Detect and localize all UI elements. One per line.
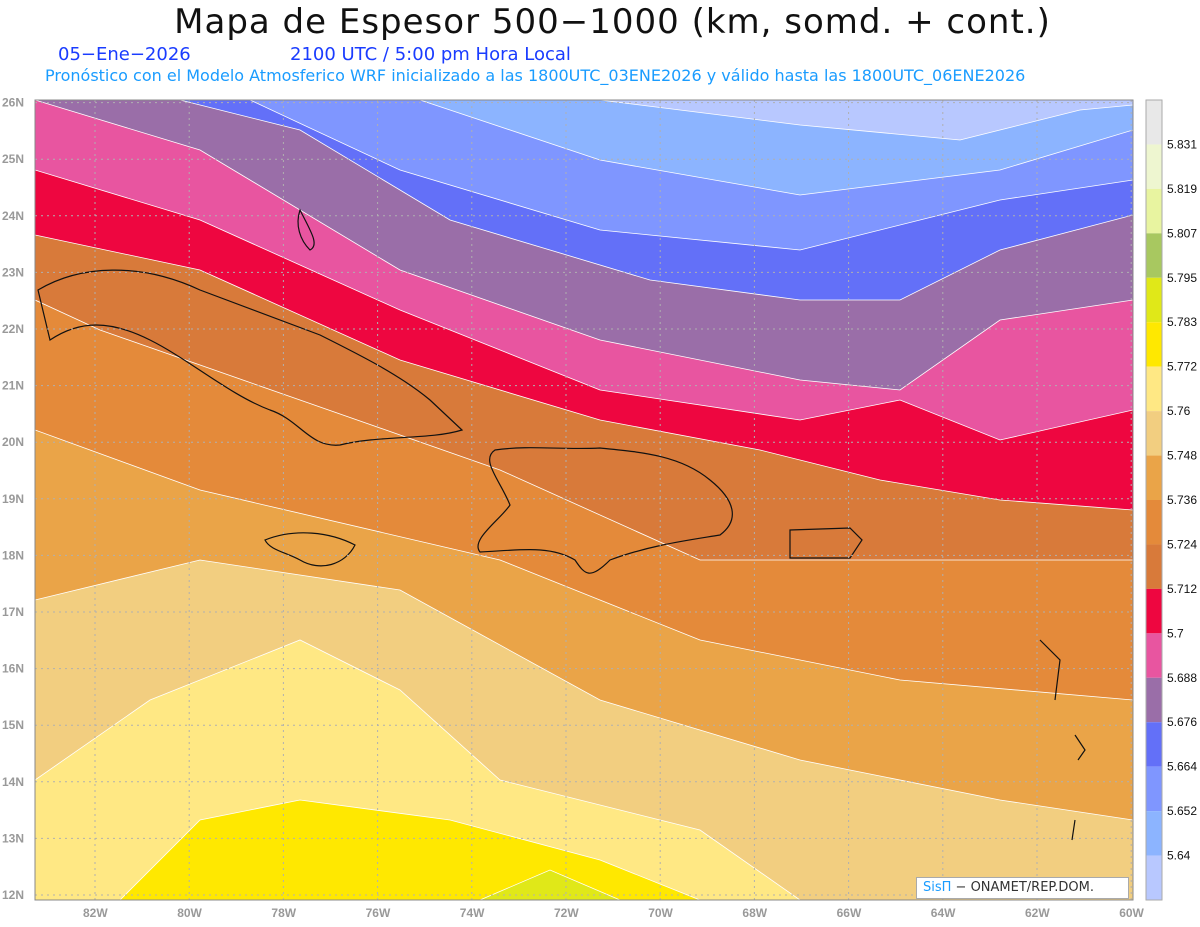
lon-label: 72W bbox=[554, 906, 579, 920]
colorbar-label: 5.7 bbox=[1167, 626, 1184, 640]
lon-label: 78W bbox=[271, 906, 296, 920]
colorbar-label: 5.676 bbox=[1167, 715, 1197, 729]
colorbar-label: 5.688 bbox=[1167, 671, 1197, 685]
lat-label: 16N bbox=[2, 662, 24, 676]
colorbar-swatch bbox=[1146, 411, 1162, 456]
lon-label: 60W bbox=[1119, 906, 1144, 920]
colorbar-swatch bbox=[1146, 100, 1162, 145]
colorbar-swatch bbox=[1146, 811, 1162, 856]
colorbar-label: 5.807 bbox=[1167, 226, 1197, 240]
coast-cuba bbox=[37, 269, 464, 446]
lat-label: 21N bbox=[2, 379, 24, 393]
colorbar-label: 5.748 bbox=[1167, 449, 1197, 463]
colorbar-label: 5.64 bbox=[1167, 849, 1191, 863]
colorbar-label: 5.795 bbox=[1167, 271, 1197, 285]
lon-label: 68W bbox=[742, 906, 767, 920]
lon-label: 76W bbox=[366, 906, 391, 920]
colorbar-swatch bbox=[1146, 766, 1162, 812]
colorbar-swatch bbox=[1146, 500, 1162, 545]
colorbar-swatch bbox=[1146, 855, 1162, 900]
coast-andros bbox=[297, 208, 315, 251]
colorbar-swatch bbox=[1146, 544, 1162, 589]
lon-label: 66W bbox=[837, 906, 862, 920]
colorbar-label: 5.736 bbox=[1167, 493, 1197, 507]
colorbar-swatch bbox=[1146, 722, 1162, 767]
coast-jamaica bbox=[264, 532, 356, 567]
colorbar-label: 5.772 bbox=[1167, 360, 1197, 374]
band-13 bbox=[479, 869, 621, 900]
lon-label: 70W bbox=[648, 906, 673, 920]
lat-label: 13N bbox=[2, 831, 24, 845]
lat-label: 12N bbox=[2, 888, 24, 902]
colorbar-label: 5.76 bbox=[1167, 404, 1191, 418]
graticule bbox=[35, 100, 1133, 900]
colorbar-swatch bbox=[1146, 144, 1162, 189]
colorbar-swatch bbox=[1146, 366, 1162, 412]
colorbar-label: 5.712 bbox=[1167, 582, 1197, 596]
coast-puerto-rico bbox=[789, 527, 863, 559]
map-title: Mapa de Espesor 500−1000 (km, somd. + co… bbox=[174, 2, 1051, 42]
colorbar-label: 5.819 bbox=[1167, 182, 1197, 196]
lat-label: 20N bbox=[2, 435, 24, 449]
lat-label: 18N bbox=[2, 548, 24, 562]
colorbar-swatch bbox=[1146, 188, 1162, 234]
colorbar-swatch bbox=[1146, 455, 1162, 500]
colorbar-swatch bbox=[1146, 588, 1162, 634]
credit-brand: SisΠ bbox=[923, 880, 952, 895]
coastlines bbox=[37, 208, 1086, 841]
colorbar-label: 5.783 bbox=[1167, 315, 1197, 329]
lon-label: 64W bbox=[931, 906, 956, 920]
lat-label: 14N bbox=[2, 775, 24, 789]
lat-label: 24N bbox=[2, 209, 24, 223]
lat-label: 23N bbox=[2, 265, 24, 279]
colorbar-swatch bbox=[1146, 277, 1162, 323]
credit-text: − ONAMET/REP.DOM. bbox=[951, 880, 1094, 895]
colorbar-label: 5.652 bbox=[1167, 804, 1197, 818]
lat-label: 22N bbox=[2, 322, 24, 336]
lat-label: 25N bbox=[2, 152, 24, 166]
colorbar-swatch bbox=[1146, 677, 1162, 723]
colorbar-swatch bbox=[1146, 322, 1162, 367]
contour-fills bbox=[35, 100, 1133, 900]
colorbar-label: 5.831 bbox=[1167, 137, 1197, 151]
axis-labels: 12N 13N 14N 15N 16N 17N 18N 19N 20N 21N 22N 23N 24N 2… bbox=[2, 96, 1145, 920]
coast-lesser-antilles bbox=[1039, 639, 1086, 841]
coast-hispaniola bbox=[477, 447, 733, 574]
lon-label: 82W bbox=[83, 906, 108, 920]
colorbar-swatch bbox=[1146, 633, 1162, 678]
colorbar-swatch bbox=[1146, 233, 1162, 278]
map-frame bbox=[34, 99, 1134, 901]
forecast-time: 2100 UTC / 5:00 pm Hora Local bbox=[290, 44, 571, 65]
lon-label: 62W bbox=[1025, 906, 1050, 920]
colorbar: 5.64 5.652 5.664 5.676 5.688 5.7 5.712 5.724 5.7… bbox=[1145, 99, 1197, 901]
credit-box: SisΠ − ONAMET/REP.DOM. bbox=[916, 877, 1129, 899]
lon-label: 74W bbox=[460, 906, 485, 920]
lon-label: 80W bbox=[177, 906, 202, 920]
colorbar-label: 5.664 bbox=[1167, 760, 1197, 774]
lat-label: 17N bbox=[2, 605, 24, 619]
model-subtitle: Pronóstico con el Modelo Atmosferico WRF… bbox=[45, 66, 1026, 85]
lat-label: 19N bbox=[2, 492, 24, 506]
lat-label: 15N bbox=[2, 718, 24, 732]
colorbar-label: 5.724 bbox=[1167, 537, 1197, 551]
lat-label: 26N bbox=[2, 96, 24, 110]
colorbar-frame bbox=[1145, 99, 1163, 901]
forecast-date: 05−Ene−2026 bbox=[58, 44, 191, 65]
